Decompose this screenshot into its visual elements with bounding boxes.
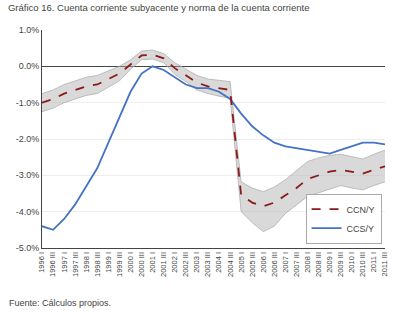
svg-text:2006 I: 2006 I xyxy=(259,252,268,273)
svg-text:1997 III: 1997 III xyxy=(71,252,80,277)
svg-text:2001 I: 2001 I xyxy=(148,252,157,273)
svg-text:0.0%: 0.0% xyxy=(19,61,40,71)
svg-text:CCS/Y: CCS/Y xyxy=(347,224,375,234)
svg-text:1997 I: 1997 I xyxy=(60,252,69,273)
svg-text:2005 III: 2005 III xyxy=(248,252,257,277)
svg-text:-3.0%: -3.0% xyxy=(16,170,40,180)
svg-text:2010 I: 2010 I xyxy=(347,252,356,273)
svg-text:-1.0%: -1.0% xyxy=(16,98,40,108)
svg-text:2006 III: 2006 III xyxy=(270,252,279,277)
svg-text:1998 I: 1998 I xyxy=(82,252,91,273)
svg-text:1.0%: 1.0% xyxy=(19,25,40,35)
svg-text:2004 III: 2004 III xyxy=(226,252,235,277)
svg-text:2007 III: 2007 III xyxy=(292,252,301,277)
svg-text:2002 I: 2002 I xyxy=(170,252,179,273)
svg-text:1999 I: 1999 I xyxy=(104,252,113,273)
svg-text:2011 III: 2011 III xyxy=(380,252,389,276)
svg-text:1996 III: 1996 III xyxy=(48,252,57,277)
svg-text:2010 III: 2010 III xyxy=(358,252,367,277)
svg-text:2009 III: 2009 III xyxy=(336,252,345,277)
svg-text:-4.0%: -4.0% xyxy=(16,207,40,217)
svg-text:2003 III: 2003 III xyxy=(203,252,212,277)
svg-text:-5.0%: -5.0% xyxy=(16,243,40,253)
svg-text:2000 I: 2000 I xyxy=(126,252,135,273)
svg-text:1996 I: 1996 I xyxy=(37,252,46,273)
svg-text:2011 I: 2011 I xyxy=(369,252,378,272)
svg-text:2004 I: 2004 I xyxy=(214,252,223,273)
svg-text:2001 III: 2001 III xyxy=(159,252,168,277)
svg-text:1999 III: 1999 III xyxy=(115,252,124,277)
svg-text:Gráfico 16. Cuenta corriente s: Gráfico 16. Cuenta corriente subyacente … xyxy=(8,2,310,13)
svg-text:2009 I: 2009 I xyxy=(325,252,334,273)
svg-text:2008 III: 2008 III xyxy=(314,252,323,277)
svg-text:2005 I: 2005 I xyxy=(237,252,246,273)
svg-text:-2.0%: -2.0% xyxy=(16,134,40,144)
svg-text:CCN/Y: CCN/Y xyxy=(347,205,375,215)
svg-text:2003 I: 2003 I xyxy=(192,252,201,273)
svg-text:2007 I: 2007 I xyxy=(281,252,290,273)
svg-text:2002 III: 2002 III xyxy=(181,252,190,277)
svg-text:2008 I: 2008 I xyxy=(303,252,312,273)
svg-text:Fuente: Cálculos propios.: Fuente: Cálculos propios. xyxy=(9,298,111,308)
svg-text:1998 III: 1998 III xyxy=(93,252,102,277)
svg-text:2000 III: 2000 III xyxy=(137,252,146,277)
